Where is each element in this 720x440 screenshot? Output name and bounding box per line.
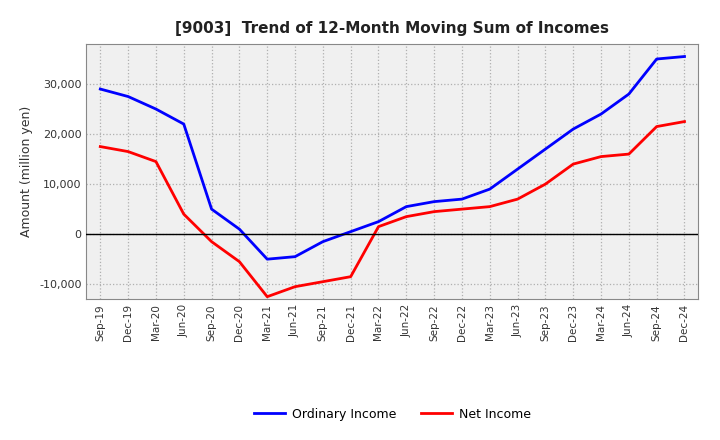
Legend: Ordinary Income, Net Income: Ordinary Income, Net Income <box>249 403 536 425</box>
Net Income <box>179 212 188 217</box>
Ordinary Income <box>569 126 577 132</box>
Y-axis label: Amount (million yen): Amount (million yen) <box>20 106 34 237</box>
Net Income <box>124 149 132 154</box>
Ordinary Income <box>179 121 188 127</box>
Ordinary Income <box>458 197 467 202</box>
Net Income <box>652 124 661 129</box>
Ordinary Income <box>680 54 689 59</box>
Ordinary Income <box>597 111 606 117</box>
Net Income <box>318 279 327 284</box>
Ordinary Income <box>152 106 161 112</box>
Net Income <box>485 204 494 209</box>
Ordinary Income <box>124 94 132 99</box>
Ordinary Income <box>263 257 271 262</box>
Ordinary Income <box>624 92 633 97</box>
Ordinary Income <box>235 227 243 232</box>
Net Income <box>569 161 577 167</box>
Ordinary Income <box>96 86 104 92</box>
Ordinary Income <box>374 219 383 224</box>
Ordinary Income <box>430 199 438 204</box>
Ordinary Income <box>541 147 550 152</box>
Net Income <box>513 197 522 202</box>
Ordinary Income <box>318 239 327 244</box>
Net Income <box>291 284 300 290</box>
Net Income <box>263 294 271 299</box>
Net Income <box>235 259 243 264</box>
Net Income <box>541 181 550 187</box>
Title: [9003]  Trend of 12-Month Moving Sum of Incomes: [9003] Trend of 12-Month Moving Sum of I… <box>176 21 609 36</box>
Line: Net Income: Net Income <box>100 121 685 297</box>
Net Income <box>430 209 438 214</box>
Net Income <box>458 206 467 212</box>
Net Income <box>346 274 355 279</box>
Net Income <box>624 151 633 157</box>
Ordinary Income <box>513 166 522 172</box>
Net Income <box>597 154 606 159</box>
Net Income <box>402 214 410 219</box>
Net Income <box>680 119 689 124</box>
Line: Ordinary Income: Ordinary Income <box>100 56 685 259</box>
Ordinary Income <box>402 204 410 209</box>
Net Income <box>96 144 104 149</box>
Ordinary Income <box>346 229 355 234</box>
Net Income <box>374 224 383 229</box>
Net Income <box>207 239 216 244</box>
Ordinary Income <box>291 254 300 259</box>
Net Income <box>152 159 161 164</box>
Ordinary Income <box>207 206 216 212</box>
Ordinary Income <box>485 187 494 192</box>
Ordinary Income <box>652 56 661 62</box>
